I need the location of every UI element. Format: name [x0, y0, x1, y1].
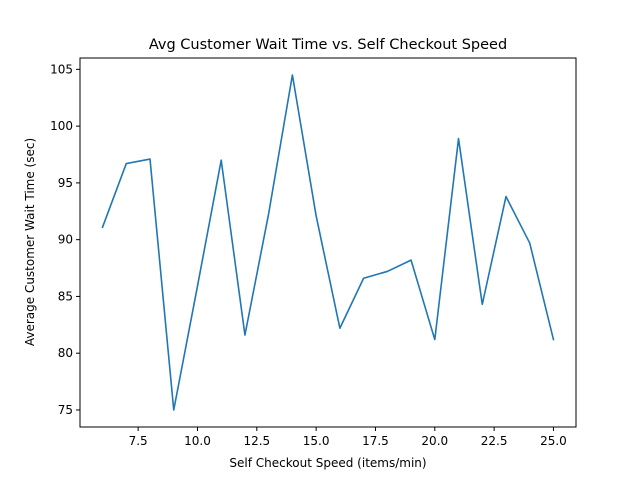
x-tick-label: 12.5 [243, 434, 270, 448]
x-tick-label: 17.5 [362, 434, 389, 448]
y-tick-label: 95 [58, 176, 73, 190]
y-tick-label: 90 [58, 233, 73, 247]
chart-title: Avg Customer Wait Time vs. Self Checkout… [149, 37, 507, 53]
y-tick-label: 105 [50, 62, 73, 76]
y-tick-label: 75 [58, 403, 73, 417]
x-axis-label: Self Checkout Speed (items/min) [229, 456, 426, 470]
y-tick-label: 100 [50, 119, 73, 133]
x-tick-label: 22.5 [481, 434, 508, 448]
y-tick-label: 85 [58, 289, 73, 303]
plot-frame [79, 57, 577, 428]
x-tick-label: 7.5 [129, 434, 148, 448]
x-tick-label: 25.0 [540, 434, 567, 448]
y-tick-label: 80 [58, 346, 73, 360]
x-tick-label: 15.0 [303, 434, 330, 448]
x-tick-label: 20.0 [421, 434, 448, 448]
series-line [101, 74, 555, 411]
x-tick-label: 10.0 [184, 434, 211, 448]
ticks-layer: 7.5 10.0 12.5 15.0 17.5 20.0 22.5 25.0 75 80 85 90 9… [50, 62, 567, 448]
y-axis-label: Average Customer Wait Time (sec) [23, 138, 37, 346]
